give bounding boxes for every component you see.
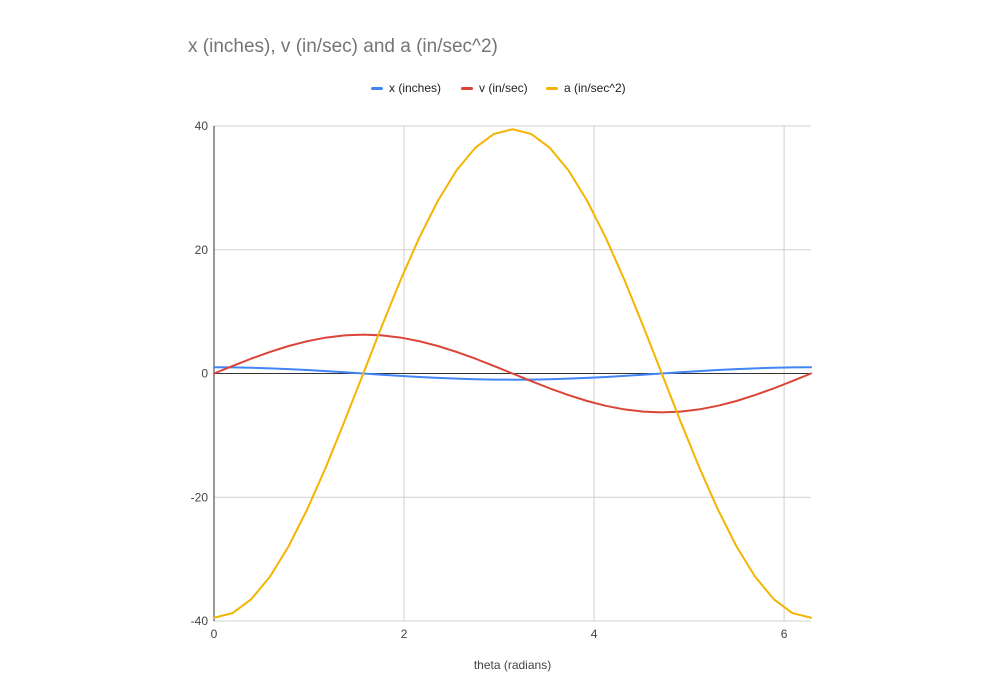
- x-tick-label: 0: [211, 627, 218, 641]
- series-line-a: [213, 128, 813, 619]
- y-tick-label: 20: [195, 243, 209, 257]
- legend-item-a: a (in/sec^2): [546, 81, 626, 95]
- y-tick-label: 40: [195, 119, 209, 133]
- y-tick-label: 0: [201, 367, 208, 381]
- x-tick-label: 2: [401, 627, 408, 641]
- legend-swatch-x: [371, 86, 383, 90]
- x-axis-title: theta (radians): [474, 658, 551, 672]
- legend-label-v: v (in/sec): [479, 81, 528, 95]
- legend-item-v: v (in/sec): [461, 81, 528, 95]
- series-line-x: [213, 366, 813, 381]
- chart-title: x (inches), v (in/sec) and a (in/sec^2): [188, 36, 498, 57]
- legend: x (inches) v (in/sec) a (in/sec^2): [0, 81, 1000, 97]
- legend-label-a: a (in/sec^2): [564, 81, 626, 95]
- legend-swatch-v: [461, 86, 473, 90]
- series-line-v: [213, 333, 813, 414]
- legend-swatch-a: [546, 86, 558, 90]
- y-tick-label: -20: [191, 490, 209, 504]
- legend-item-x: x (inches): [371, 81, 441, 95]
- y-tick-label: -40: [191, 614, 209, 628]
- x-tick-label: 4: [591, 627, 598, 641]
- x-tick-label: 6: [781, 627, 788, 641]
- legend-label-x: x (inches): [389, 81, 442, 95]
